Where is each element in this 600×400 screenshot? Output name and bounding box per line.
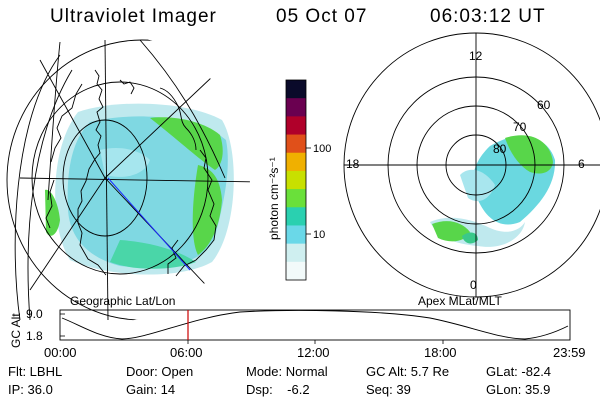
intensity-colorbar: 100 10 photon cm⁻²s⁻¹	[267, 79, 331, 281]
footer-gc-alt: GC Alt: 5.7 Re	[366, 364, 450, 379]
observation-date: 05 Oct 07	[276, 6, 368, 27]
mlat-label-70: 70	[513, 120, 527, 134]
colorbar-tick-10: 10	[313, 229, 325, 241]
observation-time: 06:03:12 UT	[430, 6, 546, 27]
colorbar-segment	[286, 207, 306, 226]
alt-xtick-2359: 23:59	[553, 345, 586, 360]
footer-glon: GLon: 35.9	[486, 382, 551, 397]
footer-dsp: Dsp: -6.2	[246, 382, 310, 397]
instrument-title: Ultraviolet Imager	[50, 6, 217, 27]
polar-grid	[343, 32, 600, 298]
mlt-label-0: 0	[470, 278, 477, 292]
mlt-label-6: 6	[578, 157, 585, 171]
geographic-grid	[6, 39, 250, 321]
footer-door: Door: Open	[126, 364, 194, 379]
polar-panel-label: Apex MLat/MLT	[418, 294, 502, 308]
colorbar-segment	[286, 189, 306, 208]
footer-mode: Mode: Normal	[246, 364, 328, 379]
mlat-label-80: 80	[493, 142, 507, 156]
colorbar-segment	[286, 170, 306, 190]
polar-mlt-panel: 12 18 6 0 60 70 80	[343, 32, 600, 298]
colorbar-segment	[286, 98, 306, 117]
mlat-label-60: 60	[537, 98, 551, 112]
alt-xtick-1800: 18:00	[424, 345, 457, 360]
mlt-label-18: 18	[346, 157, 360, 171]
colorbar-segment	[286, 80, 306, 99]
footer-ip: IP: 36.0	[8, 382, 53, 397]
geographic-panel-label: Geographic Lat/Lon	[70, 294, 176, 308]
alt-xtick-0000: 00:00	[44, 345, 77, 360]
footer-filter: Flt: LBHL	[8, 364, 63, 379]
colorbar-segment	[286, 134, 306, 154]
colorbar-segment	[286, 261, 306, 281]
satellite-ground-track	[107, 177, 191, 271]
alt-xtick-1200: 12:00	[297, 345, 330, 360]
colorbar-segment	[286, 243, 306, 263]
alt-ytick-9: 9.0	[26, 307, 43, 321]
alt-xtick-0600: 06:00	[170, 345, 203, 360]
colorbar-tick-100: 100	[313, 143, 331, 155]
footer-gain: Gain: 14	[126, 382, 176, 397]
altitude-plot: 9.0 1.8 GC Alt 00:00 06:00 12:00 18:00 2…	[9, 307, 586, 360]
footer-glat: GLat: -82.4	[486, 364, 552, 379]
colorbar-segment	[286, 116, 306, 136]
geographic-map-panel	[6, 39, 250, 321]
colorbar-segment	[286, 225, 306, 245]
footer-seq: Seq: 39	[366, 382, 411, 397]
coastlines	[45, 69, 217, 277]
alt-ylabel: GC Alt	[9, 313, 23, 348]
altitude-curve	[61, 310, 569, 340]
colorbar-units-label: photon cm⁻²s⁻¹	[267, 157, 281, 240]
alt-ytick-1.8: 1.8	[26, 329, 43, 343]
colorbar-segment	[286, 152, 306, 172]
mlt-label-12: 12	[469, 49, 483, 63]
aurora-emission-geographic	[45, 103, 234, 275]
